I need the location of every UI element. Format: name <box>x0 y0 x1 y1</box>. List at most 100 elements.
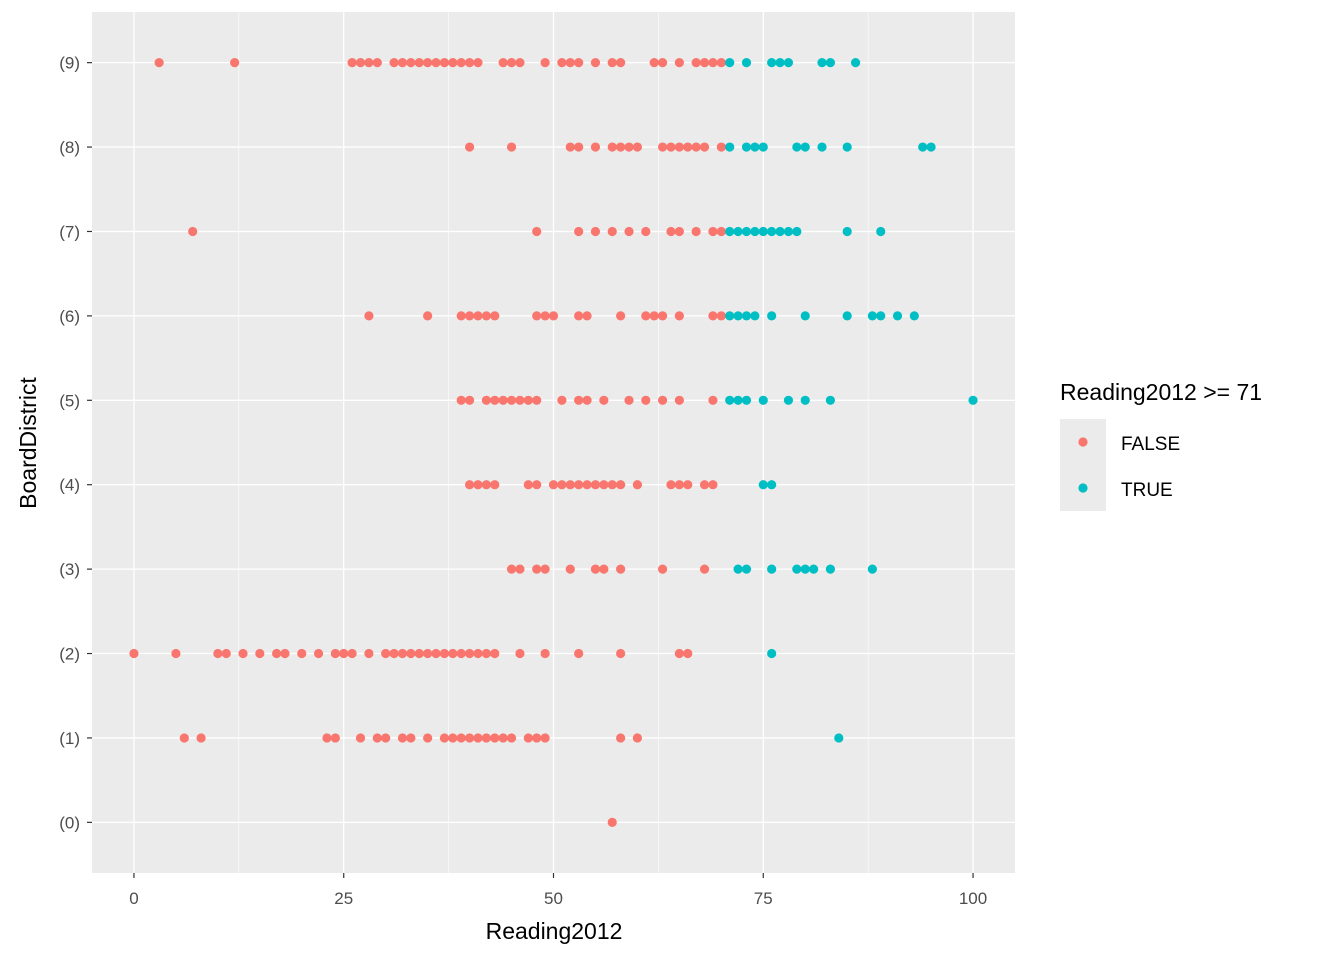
point-false <box>616 58 626 68</box>
point-false <box>557 480 567 490</box>
y-tick-label: (2) <box>59 645 80 664</box>
point-true <box>792 226 802 237</box>
point-false <box>280 648 290 659</box>
point-false <box>381 733 391 743</box>
point-false <box>481 648 491 659</box>
point-true <box>741 311 752 321</box>
point-false <box>129 648 139 659</box>
point-false <box>632 733 643 743</box>
y-axis: (0) (1) (2) (3) (4) (5) (6) (7) (8) (9) <box>59 54 92 832</box>
point-true <box>825 564 836 574</box>
y-tick-label: (5) <box>59 391 80 410</box>
point-false <box>523 733 533 743</box>
point-true <box>725 58 735 68</box>
point-false <box>674 480 684 490</box>
point-false <box>540 564 550 574</box>
point-false <box>464 395 475 405</box>
legend-key-true <box>1078 483 1088 493</box>
point-false <box>532 395 542 405</box>
point-false <box>406 648 416 659</box>
point-false <box>506 564 517 574</box>
point-false <box>255 648 265 659</box>
point-false <box>297 648 307 659</box>
point-false <box>364 58 374 68</box>
point-false <box>372 733 382 743</box>
point-false <box>506 58 517 68</box>
data-points <box>129 58 978 827</box>
point-true <box>825 58 836 68</box>
point-false <box>406 58 416 68</box>
point-false <box>616 733 626 743</box>
point-false <box>699 58 710 68</box>
point-false <box>574 58 584 68</box>
point-true <box>867 564 877 574</box>
point-true <box>783 58 794 68</box>
point-false <box>599 395 609 405</box>
point-true <box>842 226 852 237</box>
point-false <box>439 648 450 659</box>
point-false <box>708 311 718 321</box>
point-false <box>666 480 676 490</box>
point-false <box>414 648 424 659</box>
point-false <box>431 648 441 659</box>
point-false <box>674 58 684 68</box>
point-false <box>607 58 617 68</box>
y-tick-label: (4) <box>59 476 80 495</box>
point-true <box>758 142 768 152</box>
point-true <box>741 226 752 237</box>
legend-title: Reading2012 >= 71 <box>1060 379 1262 405</box>
point-true <box>750 142 760 152</box>
point-false <box>590 564 601 574</box>
point-false <box>347 648 357 659</box>
point-false <box>657 564 668 574</box>
point-false <box>699 480 710 490</box>
point-true <box>767 648 777 659</box>
point-false <box>448 733 458 743</box>
point-false <box>464 733 475 743</box>
point-true <box>741 58 752 68</box>
point-false <box>490 311 500 321</box>
point-true <box>767 226 777 237</box>
point-true <box>725 311 735 321</box>
point-false <box>565 480 575 490</box>
point-false <box>616 564 626 574</box>
point-false <box>423 733 433 743</box>
point-false <box>213 648 223 659</box>
point-false <box>674 142 684 152</box>
point-false <box>574 142 584 152</box>
point-false <box>574 311 584 321</box>
point-false <box>322 733 332 743</box>
point-false <box>330 733 340 743</box>
point-false <box>330 648 340 659</box>
point-false <box>557 395 567 405</box>
y-axis-title: BoardDistrict <box>15 377 41 509</box>
point-false <box>699 142 710 152</box>
point-false <box>423 58 433 68</box>
point-false <box>456 311 466 321</box>
point-true <box>725 142 735 152</box>
point-false <box>355 733 366 743</box>
point-false <box>540 648 550 659</box>
point-true <box>741 142 752 152</box>
point-false <box>532 311 542 321</box>
y-tick-label: (6) <box>59 307 80 326</box>
point-false <box>666 142 676 152</box>
point-true <box>834 733 844 743</box>
point-true <box>733 395 743 405</box>
point-false <box>708 480 718 490</box>
point-false <box>397 58 408 68</box>
point-false <box>456 648 466 659</box>
point-false <box>532 733 542 743</box>
point-false <box>590 480 601 490</box>
point-false <box>683 142 693 152</box>
point-false <box>683 648 693 659</box>
point-false <box>657 395 668 405</box>
point-false <box>708 395 718 405</box>
point-true <box>792 142 802 152</box>
x-tick-label: 50 <box>544 889 563 908</box>
point-false <box>565 142 575 152</box>
point-false <box>481 480 491 490</box>
point-false <box>624 226 634 237</box>
point-false <box>414 58 424 68</box>
point-false <box>699 564 710 574</box>
